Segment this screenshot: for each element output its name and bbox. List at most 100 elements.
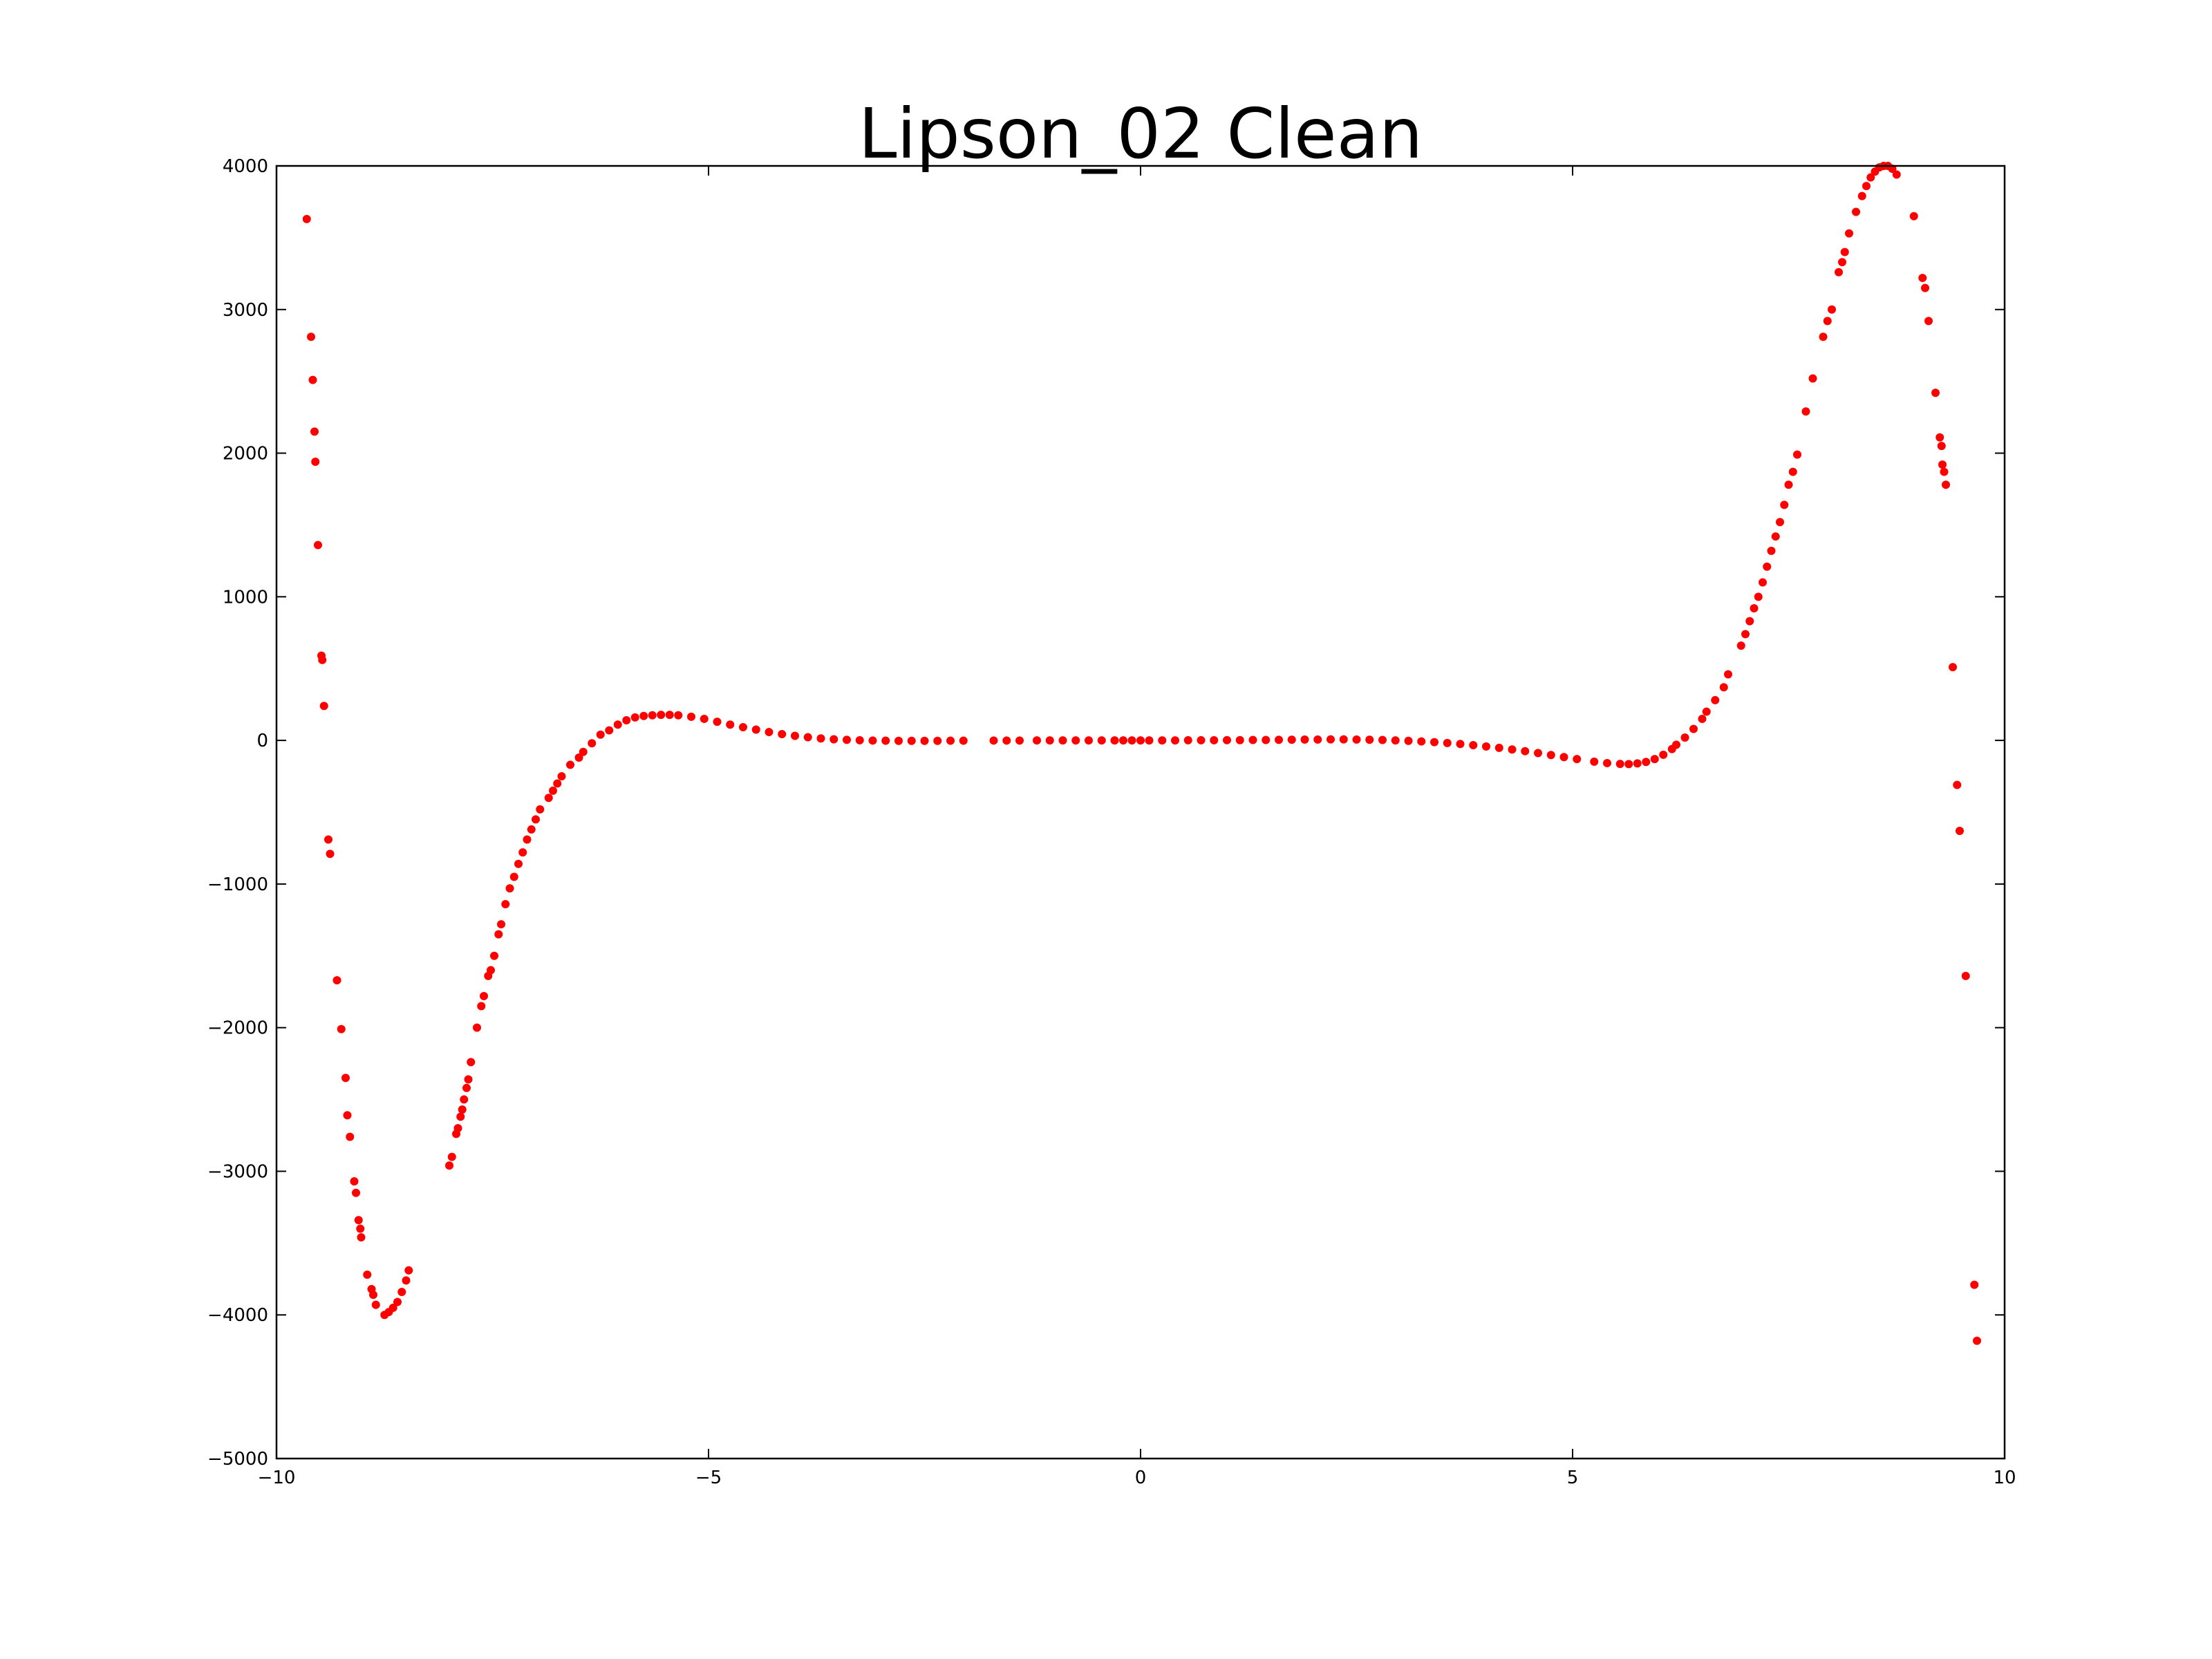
data-point: [447, 1152, 456, 1161]
data-point: [1780, 500, 1789, 509]
data-point: [1940, 467, 1949, 476]
y-tick-label: −3000: [207, 1161, 268, 1182]
data-point: [566, 760, 574, 769]
data-point: [473, 1023, 481, 1032]
data-point: [1852, 207, 1860, 216]
data-point: [1352, 735, 1361, 744]
data-point: [596, 730, 605, 739]
data-point: [352, 1188, 360, 1197]
data-point: [314, 541, 322, 550]
data-point: [1097, 736, 1106, 745]
data-point: [1936, 433, 1944, 442]
data-point: [544, 794, 553, 803]
y-tick-label: 0: [256, 731, 268, 751]
data-point: [1838, 258, 1846, 267]
data-point: [657, 711, 666, 720]
data-point: [388, 1303, 397, 1312]
data-point: [1698, 714, 1707, 723]
data-point: [1559, 753, 1568, 762]
data-point: [1745, 617, 1754, 626]
data-point: [946, 736, 955, 745]
data-point: [310, 427, 319, 436]
data-point: [393, 1297, 402, 1306]
data-point: [574, 753, 583, 762]
data-point: [1339, 735, 1348, 744]
data-point: [307, 332, 315, 341]
data-point: [1659, 750, 1668, 759]
data-point: [1456, 740, 1465, 749]
data-point: [1961, 971, 1970, 980]
data-point: [765, 728, 774, 737]
data-point: [1603, 758, 1611, 767]
data-point: [369, 1291, 377, 1300]
y-tick-label: 1000: [223, 587, 268, 608]
data-point: [907, 736, 916, 745]
data-point: [1801, 407, 1810, 416]
data-point: [1741, 630, 1750, 639]
data-point: [445, 1161, 453, 1170]
data-point: [1633, 759, 1642, 768]
data-point: [1235, 735, 1244, 744]
data-point: [1534, 749, 1542, 758]
data-point: [549, 786, 557, 795]
data-point: [868, 736, 877, 745]
data-point: [1702, 707, 1711, 716]
data-point: [1819, 332, 1828, 341]
data-point: [894, 736, 903, 745]
data-point: [480, 991, 488, 1000]
data-point: [1888, 165, 1897, 174]
data-point: [453, 1124, 462, 1133]
data-point: [1767, 546, 1776, 555]
data-point: [532, 815, 540, 824]
data-point: [1313, 735, 1322, 744]
data-point: [363, 1271, 372, 1280]
data-point: [1724, 670, 1732, 679]
data-point: [1275, 735, 1283, 744]
data-point: [1365, 735, 1374, 744]
data-point: [1909, 212, 1918, 221]
data-point: [341, 1074, 350, 1082]
data-point: [1862, 182, 1871, 191]
data-point: [302, 214, 311, 223]
data-point: [1942, 480, 1950, 489]
data-point: [1223, 735, 1231, 744]
data-point: [1590, 757, 1599, 766]
data-point: [1937, 442, 1946, 451]
data-point: [674, 711, 683, 720]
data-point: [346, 1132, 355, 1141]
data-point: [557, 772, 566, 781]
data-point: [319, 702, 328, 711]
data-point: [343, 1111, 352, 1120]
data-point: [1763, 562, 1772, 571]
data-point: [791, 731, 799, 740]
data-point: [354, 1216, 363, 1225]
data-point: [803, 733, 812, 742]
data-point: [1973, 1336, 1981, 1345]
data-point: [588, 739, 597, 748]
data-point: [402, 1276, 411, 1285]
data-point: [630, 713, 639, 722]
data-point: [460, 1095, 469, 1104]
data-point: [622, 716, 631, 725]
y-tick-label: 4000: [223, 156, 268, 177]
data-point: [1828, 305, 1836, 314]
data-point: [1508, 745, 1517, 754]
data-point: [648, 711, 657, 720]
data-point: [1650, 755, 1659, 764]
data-point: [1404, 736, 1413, 745]
x-tick-label: −10: [258, 1468, 296, 1488]
data-point: [1750, 603, 1759, 612]
data-point: [1754, 592, 1763, 601]
data-point: [1002, 736, 1011, 745]
data-point: [487, 966, 495, 975]
data-point: [1672, 740, 1680, 749]
data-point: [1835, 268, 1843, 276]
data-point: [1918, 274, 1927, 283]
data-point: [1071, 736, 1080, 745]
data-point: [1719, 683, 1728, 692]
data-point: [920, 736, 929, 745]
chart-title: Lipson_02 Clean: [859, 93, 1423, 174]
data-point: [1938, 460, 1947, 469]
